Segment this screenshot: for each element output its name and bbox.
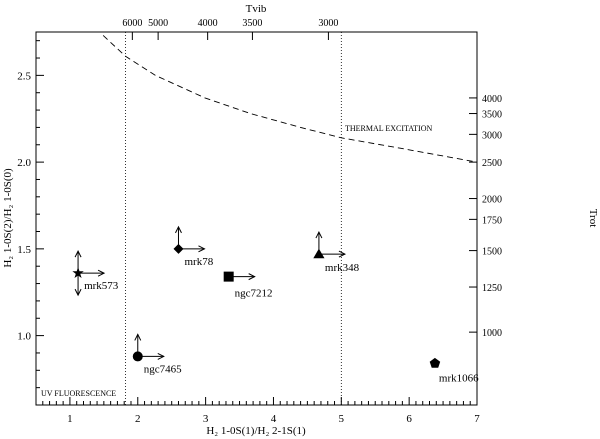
top-axis-tick-label: 5000 [148,18,168,29]
x-tick-label: 3 [203,413,209,425]
top-axis-label: Tvib [246,3,267,15]
mrk573-label: mrk573 [84,280,119,292]
annotation-uv: UV FLUORESCENCE [41,389,116,398]
ngc7465-label: ngc7465 [144,363,182,375]
x-axis-label: H₂ 1-0S(1)/H₂ 2-1S(1) [206,425,306,437]
right-axis-label: Trot [587,209,599,228]
x-tick-label: 6 [406,413,412,425]
right-axis-tick-label: 3000 [482,130,502,141]
right-axis-tick-label: 1500 [482,247,502,258]
mrk573-arrowhead-right [97,269,106,277]
right-axis-tick-label: 1750 [482,215,502,226]
x-tick-label: 5 [339,413,345,425]
ngc7212-marker-square [223,271,234,282]
x-tick-label: 2 [135,413,141,425]
mrk573-marker-star [72,267,84,278]
y-tick-label: 2.0 [17,157,31,169]
plot-frame [35,31,478,406]
x-tick-label: 7 [474,413,480,425]
mrk78-marker-diamond [173,243,184,254]
top-axis-tick-label: 3000 [318,18,338,29]
mrk348-label: mrk348 [325,262,360,274]
annotation-thermal: THERMAL EXCITATION [345,124,432,133]
y-tick-label: 1.0 [17,331,31,343]
thermal-excitation-curve [102,35,478,163]
right-axis-tick-label: 3500 [482,110,502,121]
ngc7212-arrowhead-right [248,273,256,281]
top-axis-tick-label: 3500 [242,18,262,29]
mrk573-arrowhead-down [74,288,82,297]
ngc7465-arrowhead-right [157,352,165,360]
right-axis-tick-label: 1250 [482,283,502,294]
mrk78-arrowhead-up [175,225,182,234]
right-axis-tick-label: 2500 [482,158,502,169]
ngc7465-marker-circle [132,351,143,362]
mrk1066-label: mrk1066 [439,372,479,384]
y-axis-label: H₂ 1-0S(2)/H₂ 1-0S(0) [2,168,14,268]
mrk78-label: mrk78 [184,256,213,268]
right-axis-tick-label: 4000 [482,94,502,105]
y-tick-label: 1.5 [17,244,31,256]
ngc7212-label: ngc7212 [235,288,273,300]
mrk573-arrowhead-up [74,250,82,258]
right-axis-tick-label: 2000 [482,195,502,206]
top-axis-tick-label: 4000 [198,18,218,29]
mrk348-marker-triangle [313,248,325,259]
mrk348-arrowhead-up [315,230,323,239]
mrk78-arrowhead-right [198,245,206,253]
mrk1066-marker-pentagon [429,357,441,368]
y-tick-label: 2.5 [17,70,31,82]
x-tick-label: 4 [271,413,277,425]
right-axis-tick-label: 1000 [482,328,502,339]
x-tick-label: 1 [67,413,73,425]
mrk348-arrowhead-right [338,250,347,258]
top-axis-tick-label: 6000 [122,18,142,29]
ngc7465-arrowhead-up [134,333,142,341]
